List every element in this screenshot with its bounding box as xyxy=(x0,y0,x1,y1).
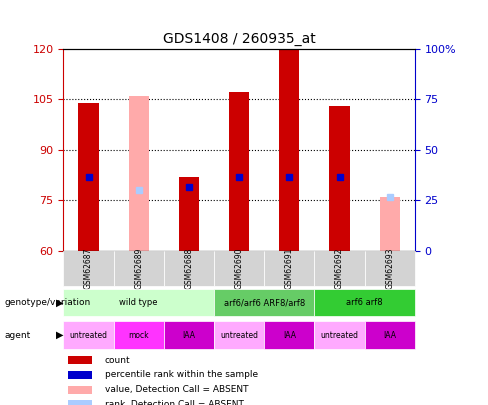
Text: untreated: untreated xyxy=(321,330,359,340)
Text: untreated: untreated xyxy=(69,330,107,340)
FancyBboxPatch shape xyxy=(214,251,264,286)
FancyBboxPatch shape xyxy=(314,251,365,286)
Text: GSM62688: GSM62688 xyxy=(184,248,193,289)
Text: agent: agent xyxy=(5,330,31,340)
Text: GSM62690: GSM62690 xyxy=(235,247,244,289)
FancyBboxPatch shape xyxy=(164,251,214,286)
FancyBboxPatch shape xyxy=(63,251,114,286)
FancyBboxPatch shape xyxy=(314,322,365,349)
Title: GDS1408 / 260935_at: GDS1408 / 260935_at xyxy=(163,32,316,46)
Bar xyxy=(380,197,400,251)
Text: GSM62691: GSM62691 xyxy=(285,247,294,289)
Bar xyxy=(79,102,99,251)
Text: GSM62687: GSM62687 xyxy=(84,247,93,289)
FancyBboxPatch shape xyxy=(114,251,164,286)
Bar xyxy=(179,177,199,251)
FancyBboxPatch shape xyxy=(365,322,415,349)
Bar xyxy=(329,106,349,251)
Bar xyxy=(279,49,299,251)
Bar xyxy=(67,356,93,364)
Bar xyxy=(67,400,93,405)
Text: arf6/arf6 ARF8/arf8: arf6/arf6 ARF8/arf8 xyxy=(224,298,305,307)
Bar xyxy=(67,371,93,379)
FancyBboxPatch shape xyxy=(264,322,314,349)
FancyBboxPatch shape xyxy=(264,251,314,286)
Text: wild type: wild type xyxy=(120,298,158,307)
Text: IAA: IAA xyxy=(383,330,396,340)
Text: GSM62689: GSM62689 xyxy=(134,247,143,289)
Text: genotype/variation: genotype/variation xyxy=(5,298,91,307)
Text: IAA: IAA xyxy=(183,330,195,340)
FancyBboxPatch shape xyxy=(314,289,415,316)
Text: percentile rank within the sample: percentile rank within the sample xyxy=(105,371,258,379)
Text: count: count xyxy=(105,356,131,365)
FancyBboxPatch shape xyxy=(63,289,214,316)
Text: GSM62692: GSM62692 xyxy=(335,247,344,289)
Bar xyxy=(229,92,249,251)
Text: ▶: ▶ xyxy=(56,330,63,340)
Text: ▶: ▶ xyxy=(56,298,63,308)
Text: GSM62693: GSM62693 xyxy=(385,247,394,289)
Text: IAA: IAA xyxy=(283,330,296,340)
Text: value, Detection Call = ABSENT: value, Detection Call = ABSENT xyxy=(105,385,248,394)
Text: untreated: untreated xyxy=(220,330,258,340)
Bar xyxy=(129,96,149,251)
FancyBboxPatch shape xyxy=(365,251,415,286)
FancyBboxPatch shape xyxy=(164,322,214,349)
FancyBboxPatch shape xyxy=(63,322,114,349)
FancyBboxPatch shape xyxy=(214,289,314,316)
Bar xyxy=(67,386,93,394)
FancyBboxPatch shape xyxy=(114,322,164,349)
FancyBboxPatch shape xyxy=(214,322,264,349)
Text: mock: mock xyxy=(128,330,149,340)
Text: arf6 arf8: arf6 arf8 xyxy=(346,298,383,307)
Text: rank, Detection Call = ABSENT: rank, Detection Call = ABSENT xyxy=(105,400,244,405)
